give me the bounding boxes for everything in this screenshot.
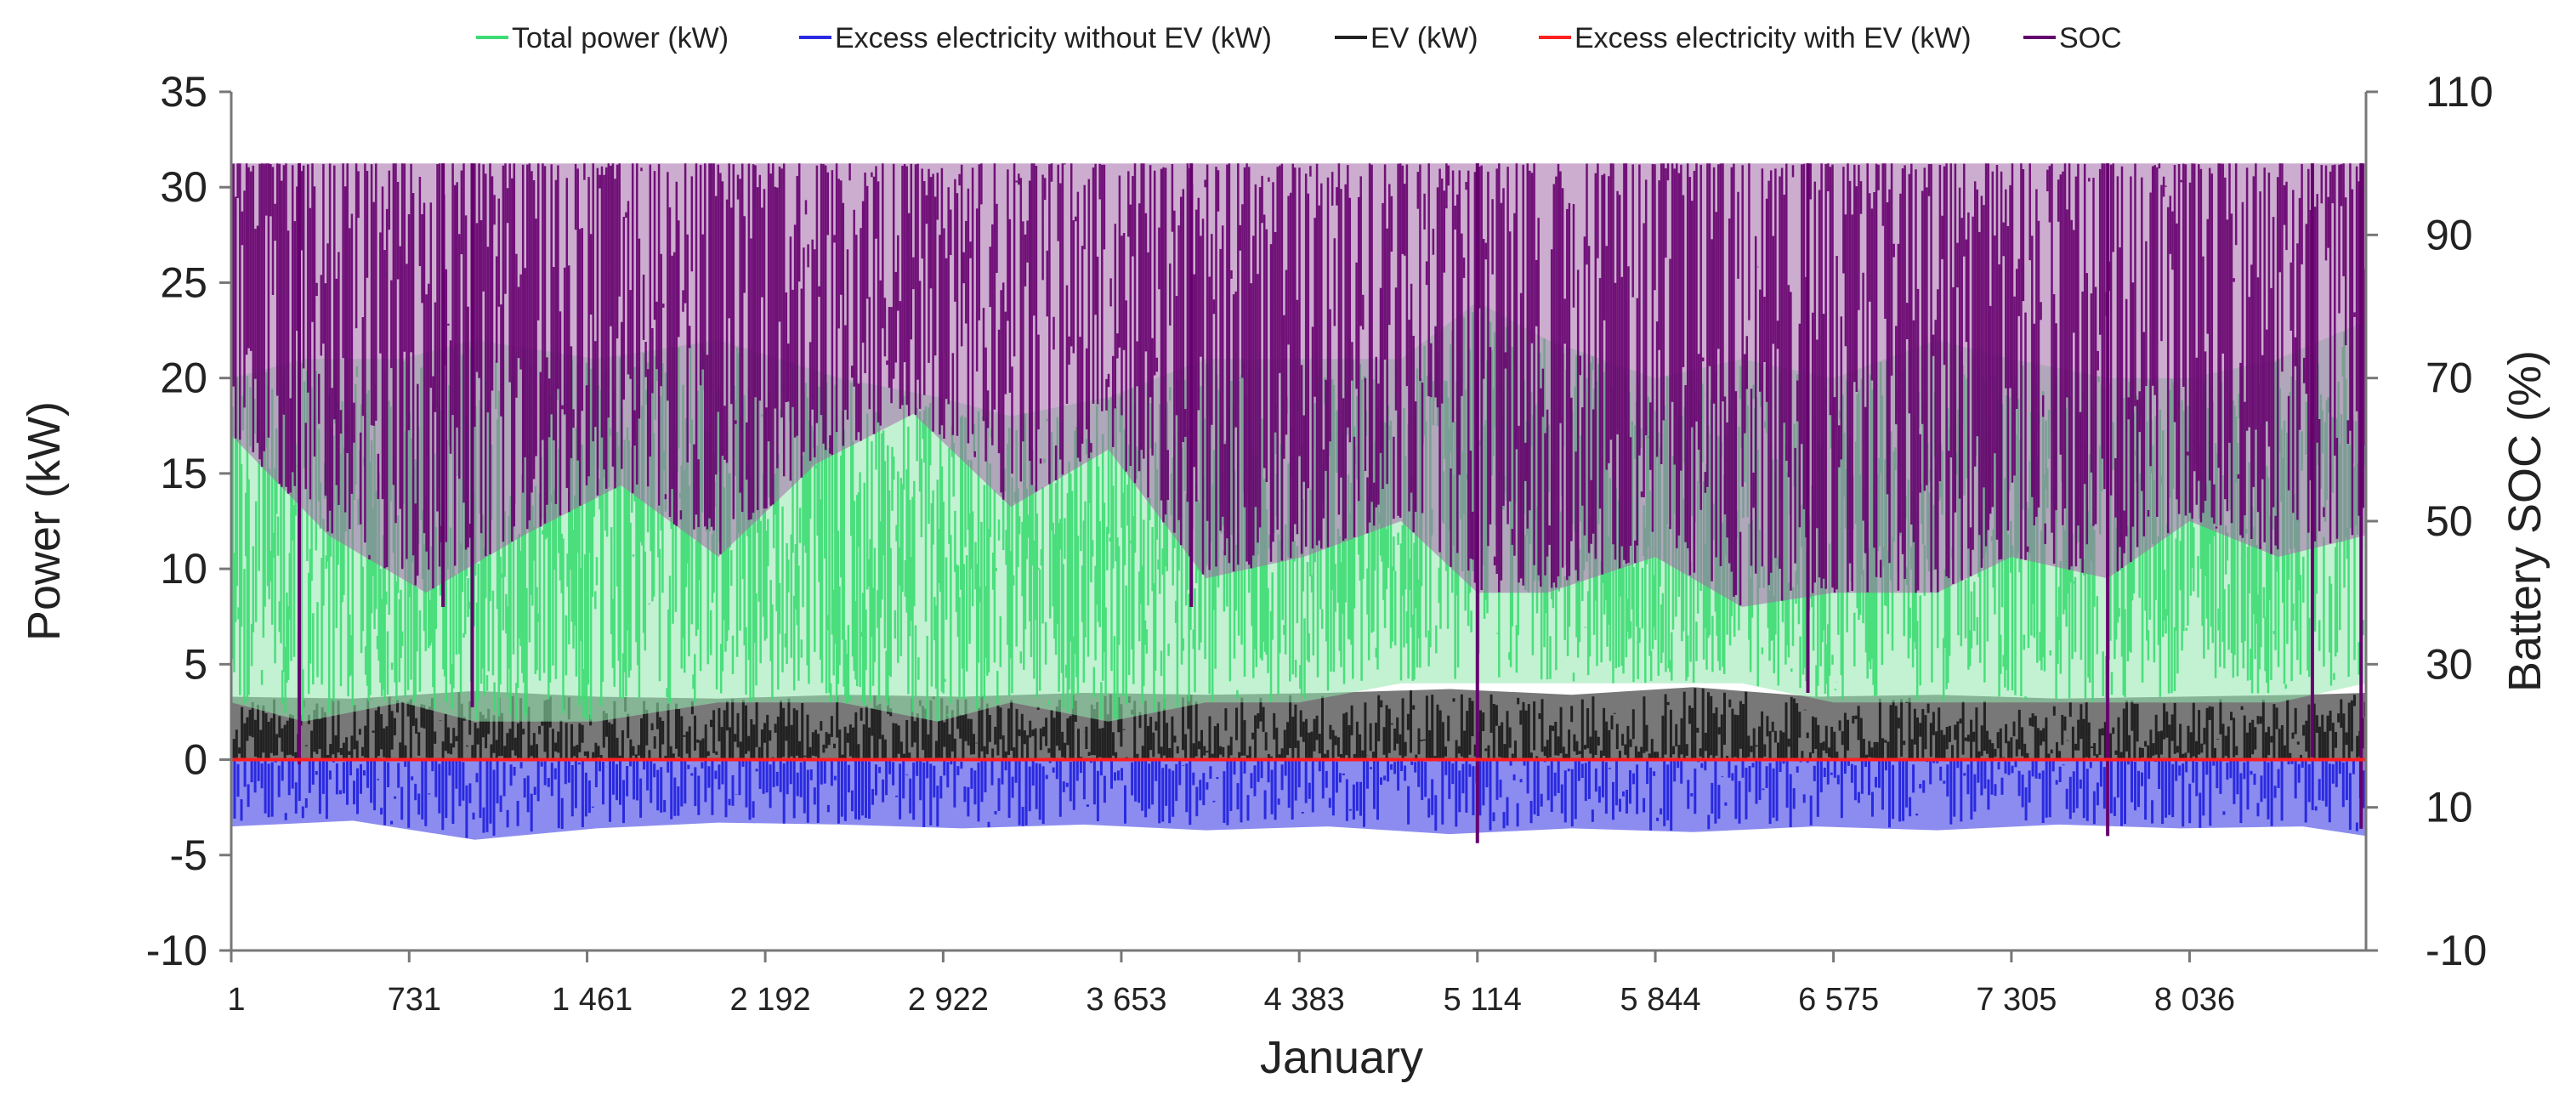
series-soc-trace: [231, 163, 2366, 606]
y2-tick-label: 30: [2426, 640, 2473, 688]
series-excess-electricity-without-ev-kw: [231, 759, 2366, 840]
x-tick-label: 7 305: [1976, 982, 2057, 1018]
x-tick-label: 5 114: [1444, 982, 1522, 1018]
legend-label: EV (kW): [1370, 22, 1478, 54]
legend-label: Excess electricity without EV (kW): [835, 22, 1272, 54]
x-tick-label: 2 192: [730, 982, 811, 1018]
y-tick-label: 15: [160, 450, 207, 497]
y2-tick-label: 70: [2426, 355, 2473, 402]
y2-tick-label: 10: [2426, 784, 2473, 831]
y-tick-label: 5: [184, 640, 207, 688]
y2-tick-label: 90: [2426, 211, 2473, 258]
legend-item-excess-electricity-with-ev-kw: Excess electricity with EV (kW): [1539, 22, 1972, 54]
series-excess-electricity-without-ev-kw-envelope: [231, 759, 2366, 840]
series-ev-kw: [231, 687, 2366, 760]
y-axis-label: Power (kW): [19, 401, 70, 641]
y-tick-label: 25: [160, 258, 207, 306]
y2-axis-label: Battery SOC (%): [2499, 350, 2550, 692]
x-tick-label: 5 844: [1620, 982, 1701, 1018]
x-tick-label: 8 036: [2154, 982, 2235, 1018]
x-tick-label: 731: [388, 982, 441, 1018]
legend-item-total-power-kw: Total power (kW): [476, 22, 729, 54]
legend-label: Excess electricity with EV (kW): [1575, 22, 1972, 54]
x-tick-label: 4 383: [1264, 982, 1345, 1018]
x-tick-label: 1: [227, 982, 245, 1018]
series-excess-electricity-without-ev-kw-trace: [231, 759, 2365, 838]
y-tick-label: 30: [160, 163, 207, 211]
y2-tick-label: -10: [2426, 927, 2487, 974]
x-tick-label: 2 922: [908, 982, 989, 1018]
x-tick-label: 1 461: [552, 982, 633, 1018]
y-tick-label: 20: [160, 355, 207, 402]
x-tick-label: 6 575: [1798, 982, 1879, 1018]
series-ev-kw-trace: [231, 688, 2366, 760]
y-tick-label: -10: [146, 927, 207, 974]
x-axis-label: January: [1260, 1032, 1423, 1083]
y-tick-label: 35: [160, 68, 207, 116]
legend-label: Total power (kW): [512, 22, 729, 54]
y2-tick-label: 50: [2426, 497, 2473, 545]
y2-tick-label: 110: [2426, 68, 2494, 116]
legend-item-excess-electricity-without-ev-kw: Excess electricity without EV (kW): [799, 22, 1272, 54]
legend-item-soc: SOC: [2023, 22, 2122, 54]
y-tick-label: 10: [160, 545, 207, 593]
legend-item-ev-kw: EV (kW): [1335, 22, 1478, 54]
y-tick-label: 0: [184, 736, 207, 784]
legend-label: SOC: [2059, 22, 2122, 54]
series-soc: [231, 163, 2366, 843]
x-tick-label: 3 653: [1086, 982, 1166, 1018]
y-tick-label: -5: [170, 831, 207, 879]
